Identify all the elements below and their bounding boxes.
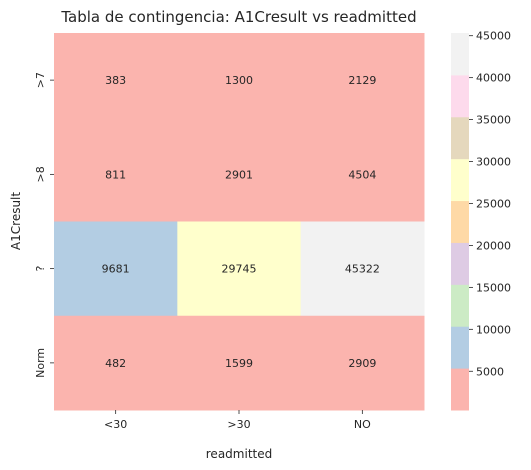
heatmap-cell xyxy=(54,315,178,411)
cell-value-label: 45322 xyxy=(345,263,380,276)
cell-value-label: 482 xyxy=(105,357,126,370)
chart-title: Tabla de contingencia: A1Cresult vs read… xyxy=(60,8,416,26)
colorbar-tick-label: 30000 xyxy=(476,156,511,169)
x-tick-label: >30 xyxy=(227,418,250,431)
cell-value-label: 811 xyxy=(105,168,126,181)
x-axis-label: readmitted xyxy=(206,447,272,461)
colorbar-segment xyxy=(451,33,469,76)
colorbar-segment xyxy=(451,158,469,202)
cell-value-label: 2909 xyxy=(348,357,376,370)
cell-value-label: 1300 xyxy=(225,74,253,87)
heatmap-cell xyxy=(300,33,425,128)
y-tick-label: ? xyxy=(34,266,47,272)
heatmap-cell xyxy=(177,127,302,222)
heatmap-cell xyxy=(300,127,425,222)
colorbar-segment xyxy=(451,74,469,118)
colorbar-segment xyxy=(451,200,469,243)
cell-value-label: 29745 xyxy=(222,263,257,276)
heatmap-cell-labels: 383 1300 2129 811 2901 4504 9681 29745 45322 482 1… xyxy=(102,74,380,370)
colorbar xyxy=(451,33,469,411)
x-tick-label: NO xyxy=(354,418,371,431)
colorbar-segment xyxy=(451,284,469,327)
colorbar-segment xyxy=(451,368,469,411)
heatmap-cell xyxy=(177,33,302,128)
cell-value-label: 1599 xyxy=(225,357,253,370)
colorbar-tick-label: 20000 xyxy=(476,239,511,252)
colorbar-ticks: 5000 10000 15000 20000 25000 30000 35000 40000 4… xyxy=(469,30,511,378)
heatmap-cell xyxy=(177,221,302,317)
colorbar-tick-label: 10000 xyxy=(476,323,511,336)
heatmap-cells xyxy=(54,33,425,411)
cell-value-label: 4504 xyxy=(348,168,376,181)
cell-value-label: 2901 xyxy=(225,168,253,181)
colorbar-tick-label: 15000 xyxy=(476,281,511,294)
colorbar-segment xyxy=(451,242,469,285)
colorbar-tick-label: 5000 xyxy=(476,365,504,378)
x-axis-ticks: <30 >30 NO xyxy=(104,410,371,431)
colorbar-tick-label: 45000 xyxy=(476,30,511,43)
y-axis-ticks: >7 >8? Norm xyxy=(34,72,54,378)
cell-value-label: 9681 xyxy=(102,263,130,276)
x-tick-label: <30 xyxy=(104,418,127,431)
cell-value-label: 383 xyxy=(105,74,126,87)
heatmap-cell xyxy=(300,221,425,317)
y-axis-label: A1Cresult xyxy=(9,192,23,250)
colorbar-tick-label: 35000 xyxy=(476,114,511,127)
heatmap-cell xyxy=(54,33,178,128)
heatmap-cell xyxy=(300,315,425,411)
colorbar-tick-label: 40000 xyxy=(476,72,511,85)
heatmap-cell xyxy=(54,127,178,222)
heatmap-cell xyxy=(177,315,302,411)
y-tick-label: Norm xyxy=(34,348,47,378)
cell-value-label: 2129 xyxy=(348,74,376,87)
heatmap-cell xyxy=(54,221,178,317)
y-tick-label: >8 xyxy=(34,166,47,182)
colorbar-segment xyxy=(451,116,469,160)
y-tick-label: >7 xyxy=(34,72,47,88)
colorbar-tick-label: 25000 xyxy=(476,197,511,210)
colorbar-segment xyxy=(451,326,469,369)
